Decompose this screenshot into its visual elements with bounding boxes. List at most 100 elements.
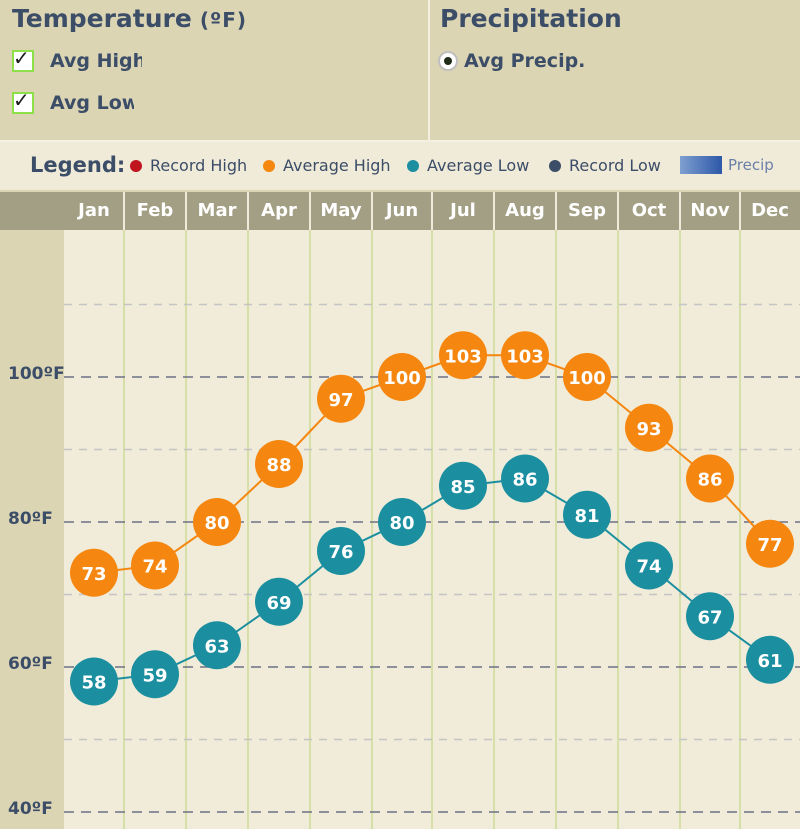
average-low-point <box>686 592 734 641</box>
average-high-data-label: 100 <box>568 368 606 389</box>
legend: Legend: Record High Average High Average… <box>0 142 800 190</box>
panel-divider <box>428 0 430 142</box>
average-low-data-label: 61 <box>757 651 782 672</box>
month-separator <box>431 192 433 230</box>
month-header: Jan Feb Mar Apr May Jun Jul Aug Sep Oct Nov Dec <box>0 192 800 230</box>
y-axis <box>0 230 64 829</box>
y-tick-label: 80ºF <box>8 509 53 529</box>
month-label-jan: Jan <box>78 200 110 221</box>
average-low-data-label: 69 <box>266 593 291 614</box>
average-low-point <box>563 490 611 539</box>
avg-precip-radio[interactable] <box>438 51 458 71</box>
temperature-title-text: Temperature <box>12 4 192 33</box>
month-separator <box>739 192 741 230</box>
temperature-unit: (ºF) <box>199 8 248 32</box>
month-label-jun: Jun <box>385 200 419 221</box>
month-label-may: May <box>320 200 362 221</box>
average-low-point <box>317 527 365 575</box>
average-low-point <box>625 541 673 590</box>
legend-title: Legend: <box>30 153 126 177</box>
average-low-point <box>501 454 549 503</box>
average-high-point <box>439 331 487 380</box>
average-high-dot-icon <box>263 159 275 172</box>
average-high-point <box>378 353 426 401</box>
average-high-point <box>255 440 303 488</box>
avg-low-checkbox[interactable]: ✓ <box>12 90 34 114</box>
average-high-point <box>501 331 549 380</box>
average-low-point <box>746 635 794 684</box>
average-high-data-label: 73 <box>81 564 106 585</box>
average-high-data-label: 74 <box>142 557 167 578</box>
average-low-point <box>378 498 426 546</box>
month-separator <box>123 192 125 230</box>
precipitation-title: Precipitation <box>440 4 622 33</box>
average-low-data-label: 67 <box>697 607 722 628</box>
legend-item-average-low: Average Low <box>407 156 529 175</box>
average-high-point <box>746 519 794 568</box>
average-high-point <box>625 403 673 452</box>
average-low-data-label: 76 <box>328 542 353 563</box>
legend-label: Precip <box>728 156 774 174</box>
average-low-point <box>439 461 487 510</box>
radio-selected-icon <box>444 57 452 65</box>
controls-panel: Temperature (ºF) ✓ Avg High ✓ Avg Low Pre… <box>0 0 800 142</box>
average-low-data-label: 59 <box>142 665 167 686</box>
month-label-dec: Dec <box>751 200 789 221</box>
month-separator <box>185 192 187 230</box>
avg-high-checkbox[interactable]: ✓ <box>12 48 34 72</box>
legend-item-precip: Precip <box>680 156 774 174</box>
month-label-mar: Mar <box>197 200 237 221</box>
average-high-data-label: 86 <box>697 470 722 491</box>
checkmark-icon: ✓ <box>13 48 30 70</box>
month-separator <box>555 192 557 230</box>
legend-label: Record Low <box>569 156 661 175</box>
avg-high-option[interactable]: ✓ Avg High <box>12 48 142 74</box>
month-separator <box>247 192 249 230</box>
average-low-data-label: 80 <box>389 513 414 534</box>
average-low-data-label: 85 <box>450 477 475 498</box>
panel-bottom-divider <box>0 140 800 142</box>
average-high-data-label: 77 <box>757 535 782 556</box>
average-high-point <box>686 454 734 503</box>
average-low-point <box>193 621 241 670</box>
month-label-feb: Feb <box>136 200 174 221</box>
average-low-data-label: 74 <box>636 557 661 578</box>
average-high-point <box>193 498 241 546</box>
legend-label: Record High <box>150 156 248 175</box>
average-high-data-label: 93 <box>636 419 661 440</box>
legend-label: Average High <box>283 156 391 175</box>
y-tick-label: 60ºF <box>8 654 53 674</box>
average-low-point <box>255 577 303 626</box>
legend-item-average-high: Average High <box>263 156 391 175</box>
legend-label: Average Low <box>427 156 530 175</box>
avg-precip-option[interactable]: Avg Precip. <box>438 48 585 74</box>
avg-low-label: Avg Low <box>50 92 134 114</box>
month-label-aug: Aug <box>505 200 545 221</box>
average-high-point <box>317 374 365 423</box>
average-high-data-label: 88 <box>266 455 291 476</box>
average-high-data-label: 80 <box>204 513 229 534</box>
avg-precip-label: Avg Precip. <box>464 50 586 72</box>
month-separator <box>679 192 681 230</box>
month-label-sep: Sep <box>567 200 607 221</box>
average-low-data-label: 58 <box>81 673 106 694</box>
month-separator <box>493 192 495 230</box>
average-low-data-label: 86 <box>512 470 537 491</box>
record-low-dot-icon <box>549 159 561 172</box>
average-low-data-label: 63 <box>204 636 229 657</box>
checkmark-icon: ✓ <box>13 90 30 112</box>
temperature-title: Temperature (ºF) <box>12 4 247 33</box>
average-high-point <box>131 541 179 590</box>
month-separator <box>617 192 619 230</box>
y-tick-label: 100ºF <box>8 364 65 384</box>
average-high-data-label: 97 <box>328 390 353 411</box>
avg-low-option[interactable]: ✓ Avg Low <box>12 90 134 116</box>
month-label-apr: Apr <box>261 200 297 221</box>
precip-swatch-icon <box>680 156 722 174</box>
month-separator <box>371 192 373 230</box>
month-label-oct: Oct <box>631 200 667 221</box>
avg-high-label: Avg High <box>50 50 142 72</box>
legend-item-record-high: Record High <box>130 156 247 175</box>
average-high-point <box>563 353 611 401</box>
